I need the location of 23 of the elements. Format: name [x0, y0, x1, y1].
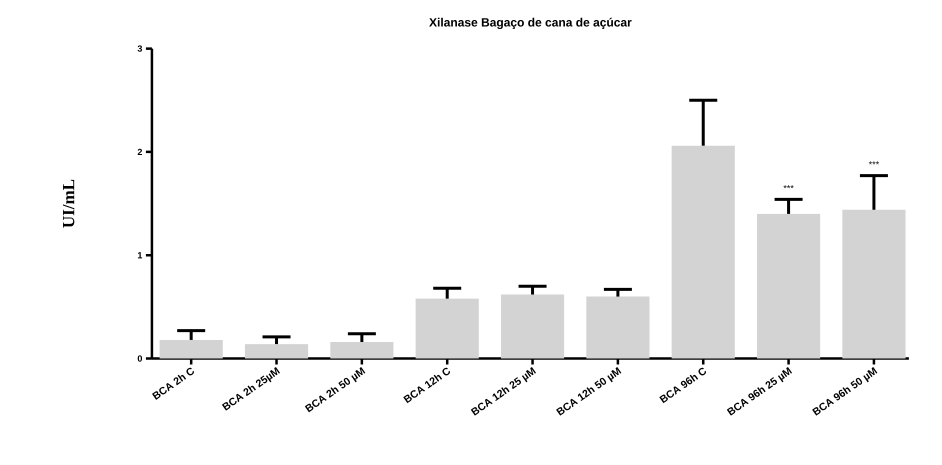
x-tick-label: BCA 96h 50 µM	[812, 366, 878, 416]
annotation: ***	[783, 185, 794, 188]
bar	[244, 344, 308, 359]
y-tick-label: 3	[138, 45, 142, 52]
chart-title: Xilanase Bagaço de cana de açúcar	[429, 18, 632, 30]
bar	[842, 210, 906, 359]
annotation: ***	[868, 161, 880, 164]
bar	[500, 294, 564, 359]
x-tick-label: BCA 2h C	[152, 368, 194, 400]
bar	[586, 296, 650, 359]
y-tick-label: 1	[138, 252, 142, 258]
y-tick-label: 0	[138, 355, 142, 362]
x-tick-label: BCA 2h 50 µM	[304, 366, 366, 412]
y-axis-title: UI/mL	[62, 180, 74, 228]
x-tick-label: BCA 12h C	[403, 368, 450, 404]
bar	[672, 146, 735, 359]
bar	[330, 342, 394, 359]
bar	[160, 340, 223, 359]
bar	[757, 214, 820, 359]
y-tick-label: 2	[138, 148, 142, 156]
x-tick-label: BCA 12h 50 µM	[556, 366, 622, 416]
x-tick-label: BCA 12h 25 µM	[470, 366, 536, 416]
bar	[416, 298, 479, 359]
